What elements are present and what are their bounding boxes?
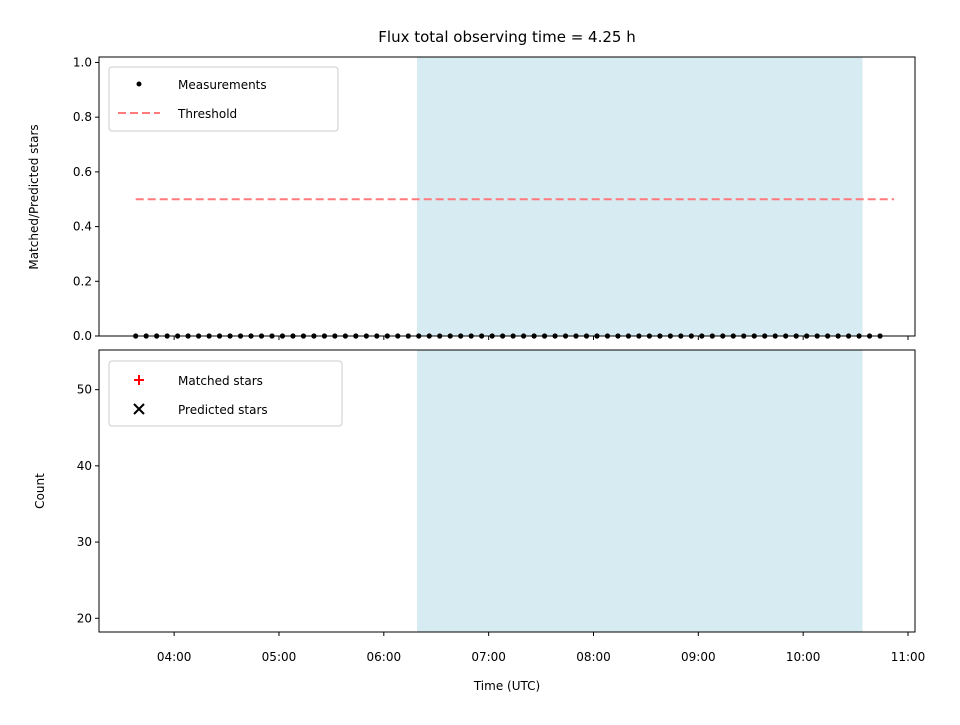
top-legend-box [108, 66, 339, 132]
top-panel: 0.0 0.2 0.4 0.6 0.8 1.0 Matched/Predicted sta… [27, 55, 916, 343]
x-tick-label: 04:00 [157, 650, 192, 664]
top-legend: Measurements Threshold [108, 66, 339, 132]
bottom-y-tick-label: 40 [77, 459, 92, 473]
legend-marker-matched-stars [134, 375, 144, 385]
top-y-tick-label: 1.0 [73, 55, 92, 69]
top-y-tick-label: 0.6 [73, 165, 92, 179]
bottom-y-tick-label: 50 [77, 383, 92, 397]
top-y-tick-label: 0.8 [73, 110, 92, 124]
top-y-tick-label: 0.4 [73, 220, 92, 234]
top-y-tick-label: 0.0 [73, 329, 92, 343]
x-tick-label: 09:00 [681, 650, 716, 664]
legend-marker-predicted-stars [133, 403, 145, 415]
top-y-axis-label: Matched/Predicted stars [27, 124, 41, 269]
legend-label-predicted-stars: Predicted stars [178, 403, 268, 417]
legend-label-matched-stars: Matched stars [178, 374, 263, 388]
legend-label-measurements: Measurements [178, 78, 267, 92]
bottom-plot-frame [98, 349, 916, 633]
top-plot-frame [98, 56, 916, 337]
bottom-y-tick-label: 20 [77, 611, 92, 625]
bottom-y-axis-label: Count [33, 473, 47, 509]
bottom-panel: 20 30 40 50 04:00 05:00 06:00 07:00 08:00 09:00 1… [33, 349, 925, 693]
top-y-axis: 0.0 0.2 0.4 0.6 0.8 1.0 [73, 55, 99, 343]
bottom-y-tick-label: 30 [77, 535, 92, 549]
bottom-x-axis: 04:00 05:00 06:00 07:00 08:00 09:00 10:00 11:00 [157, 632, 925, 664]
x-tick-label: 05:00 [262, 650, 297, 664]
x-tick-label: 07:00 [471, 650, 506, 664]
x-tick-label: 06:00 [367, 650, 402, 664]
observing-window-shade-top [417, 57, 863, 336]
bottom-y-axis: 20 30 40 50 [77, 383, 99, 625]
x-axis-label: Time (UTC) [473, 679, 540, 693]
legend-marker-measurements [136, 81, 142, 87]
bottom-legend-box [108, 360, 343, 427]
top-x-ticks [173, 336, 909, 340]
top-y-tick-label: 0.2 [73, 274, 92, 288]
observing-window-shade-bottom [417, 350, 863, 632]
x-tick-label: 10:00 [786, 650, 821, 664]
bottom-legend: Matched stars Predicted stars [108, 360, 343, 427]
chart-title: Flux total observing time = 4.25 h [378, 28, 635, 46]
legend-label-threshold: Threshold [177, 107, 237, 121]
x-tick-label: 11:00 [891, 650, 926, 664]
x-tick-label: 08:00 [576, 650, 611, 664]
